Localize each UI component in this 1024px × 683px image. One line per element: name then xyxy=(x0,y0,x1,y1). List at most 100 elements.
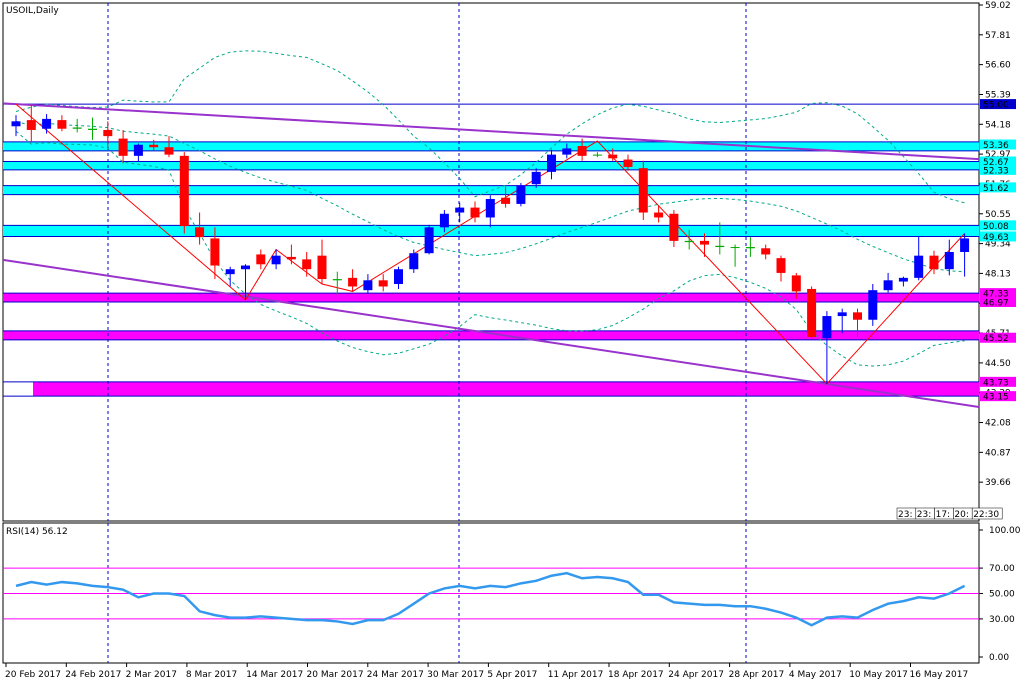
candle-body xyxy=(547,154,556,172)
timer-text: 22:30 xyxy=(973,510,999,520)
y-tick-label: 52.97 xyxy=(985,150,1011,160)
candle-body xyxy=(42,118,52,129)
zone-band xyxy=(3,225,979,237)
x-tick-label: 30 Mar 2017 xyxy=(427,670,484,680)
candle-body xyxy=(133,144,143,156)
candle-body xyxy=(684,240,694,243)
level-label-box xyxy=(980,156,1016,167)
candle-body xyxy=(210,238,220,266)
candle-body xyxy=(149,144,159,148)
level-label: 46.97 xyxy=(983,299,1009,309)
level-label: 45.52 xyxy=(983,334,1009,344)
x-tick-label: 8 Mar 2017 xyxy=(186,670,237,680)
candle-body xyxy=(577,145,587,156)
level-label-box xyxy=(980,297,1016,308)
candle-body xyxy=(348,277,358,287)
candle-body xyxy=(929,255,939,270)
candle-body xyxy=(516,185,526,204)
level-label: 55.00 xyxy=(983,101,1009,111)
candle-body xyxy=(470,207,480,218)
candle-body xyxy=(669,213,679,241)
x-tick-label: 16 May 2017 xyxy=(910,670,969,680)
level-label-box xyxy=(980,288,1016,299)
timer-text: 17: xyxy=(936,510,950,520)
candle-body xyxy=(378,280,388,287)
rsi-tick-label: 70.00 xyxy=(989,564,1015,574)
candle-body xyxy=(501,197,511,204)
level-label: 52.67 xyxy=(983,158,1009,168)
timer-text: 20: xyxy=(954,510,968,520)
candle-body xyxy=(179,155,189,227)
candle-body xyxy=(853,312,862,320)
x-tick-label: 24 Feb 2017 xyxy=(65,670,121,680)
candle-body xyxy=(195,227,205,238)
level-label-box xyxy=(980,391,1016,402)
candle-body xyxy=(118,138,128,156)
zones-layer xyxy=(3,103,979,397)
level-label-box xyxy=(980,231,1016,242)
rsi-tick-label: 0.00 xyxy=(989,653,1009,663)
candle-body xyxy=(944,251,954,270)
candle-body xyxy=(898,277,908,282)
candle-body xyxy=(455,207,465,213)
zone-band xyxy=(3,185,979,195)
candle-body xyxy=(439,213,449,228)
candle-body xyxy=(654,212,664,218)
candle-body xyxy=(562,148,572,155)
x-tick-label: 24 Apr 2017 xyxy=(668,670,724,680)
x-tick-label: 10 May 2017 xyxy=(849,670,908,680)
candle-body xyxy=(485,198,495,218)
level-label: 43.15 xyxy=(983,393,1009,403)
price-pane xyxy=(2,2,980,522)
candle-body xyxy=(11,121,21,127)
level-label-box xyxy=(980,164,1016,175)
x-tick-label: 24 Mar 2017 xyxy=(367,670,424,680)
x-tick-label: 14 Mar 2017 xyxy=(246,670,303,680)
candle-body xyxy=(363,280,373,291)
timer-cell xyxy=(971,507,1003,520)
candle-body xyxy=(638,168,648,213)
zone-band xyxy=(3,161,979,170)
candle-body xyxy=(88,128,97,130)
rsi-title: RSI(14) 56.12 xyxy=(6,527,68,537)
candle-body xyxy=(868,290,878,320)
rsi-layer xyxy=(3,567,979,627)
candle-body xyxy=(822,316,832,339)
level-label-box xyxy=(980,220,1016,231)
band-upper xyxy=(15,50,965,204)
candle-body xyxy=(57,120,67,129)
candle-body xyxy=(592,154,602,156)
y-tick-label: 39.66 xyxy=(985,478,1011,488)
y-tick-label: 49.34 xyxy=(985,240,1011,250)
x-tick-label: 5 Apr 2017 xyxy=(487,670,537,680)
y-tick-label: 55.39 xyxy=(985,90,1011,100)
candle-body xyxy=(914,255,924,278)
x-tick-label: 4 May 2017 xyxy=(789,670,842,680)
zone-band xyxy=(33,381,979,397)
level-label: 52.33 xyxy=(983,166,1009,176)
candle-body xyxy=(72,127,82,129)
y-tick-label: 50.55 xyxy=(985,210,1011,220)
band-middle xyxy=(15,120,965,273)
candle-body xyxy=(332,279,342,281)
y-tick-label: 56.60 xyxy=(985,61,1011,71)
candle-body xyxy=(241,265,250,270)
y-tick-label: 42.08 xyxy=(985,419,1011,429)
candle-body xyxy=(700,240,709,245)
candle-body xyxy=(256,254,266,265)
timer-text: 23: xyxy=(898,510,912,520)
candle-body xyxy=(837,312,847,317)
zone-band xyxy=(3,141,979,151)
candle-body xyxy=(271,255,281,265)
candle-body xyxy=(317,255,327,280)
rsi-tick-label: 50.00 xyxy=(989,590,1015,600)
x-tick-label: 20 Mar 2017 xyxy=(307,670,364,680)
y-tick-label: 59.02 xyxy=(985,1,1011,11)
y-tick-label: 44.50 xyxy=(985,359,1011,369)
rsi-tick-label: 30.00 xyxy=(989,615,1015,625)
candle-body xyxy=(225,269,235,275)
candle-body xyxy=(26,120,36,130)
level-label: 53.36 xyxy=(983,141,1009,151)
rsi-axis: 100.00 70.00 50.00 30.00 0.00 xyxy=(979,526,1021,663)
